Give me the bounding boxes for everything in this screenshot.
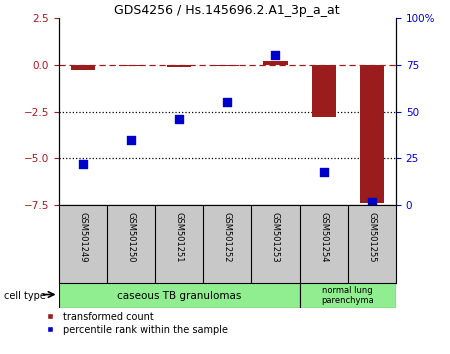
- Bar: [58, 283, 300, 308]
- Point: [368, 199, 375, 204]
- Bar: [360, 65, 384, 204]
- Text: normal lung
parenchyma: normal lung parenchyma: [321, 286, 374, 305]
- Bar: [311, 65, 336, 117]
- Point: [272, 52, 279, 58]
- Bar: [215, 65, 239, 67]
- Text: GSM501253: GSM501253: [271, 212, 280, 262]
- Point: [224, 99, 231, 105]
- Bar: [300, 283, 396, 308]
- Text: GSM501249: GSM501249: [78, 212, 87, 262]
- Bar: [167, 65, 191, 67]
- Point: [320, 169, 327, 175]
- Point: [79, 161, 86, 167]
- Text: GSM501255: GSM501255: [367, 212, 376, 262]
- Bar: [263, 61, 288, 65]
- Bar: [71, 65, 94, 70]
- Title: GDS4256 / Hs.145696.2.A1_3p_a_at: GDS4256 / Hs.145696.2.A1_3p_a_at: [114, 4, 340, 17]
- Bar: [119, 65, 143, 67]
- Point: [127, 137, 135, 143]
- Legend: transformed count, percentile rank within the sample: transformed count, percentile rank withi…: [36, 308, 232, 339]
- Text: caseous TB granulomas: caseous TB granulomas: [117, 291, 241, 301]
- Text: cell type: cell type: [4, 291, 46, 301]
- Text: GSM501254: GSM501254: [319, 212, 328, 262]
- Text: GSM501251: GSM501251: [175, 212, 184, 262]
- Point: [176, 116, 183, 122]
- Text: GSM501250: GSM501250: [126, 212, 135, 262]
- Text: GSM501252: GSM501252: [223, 212, 232, 262]
